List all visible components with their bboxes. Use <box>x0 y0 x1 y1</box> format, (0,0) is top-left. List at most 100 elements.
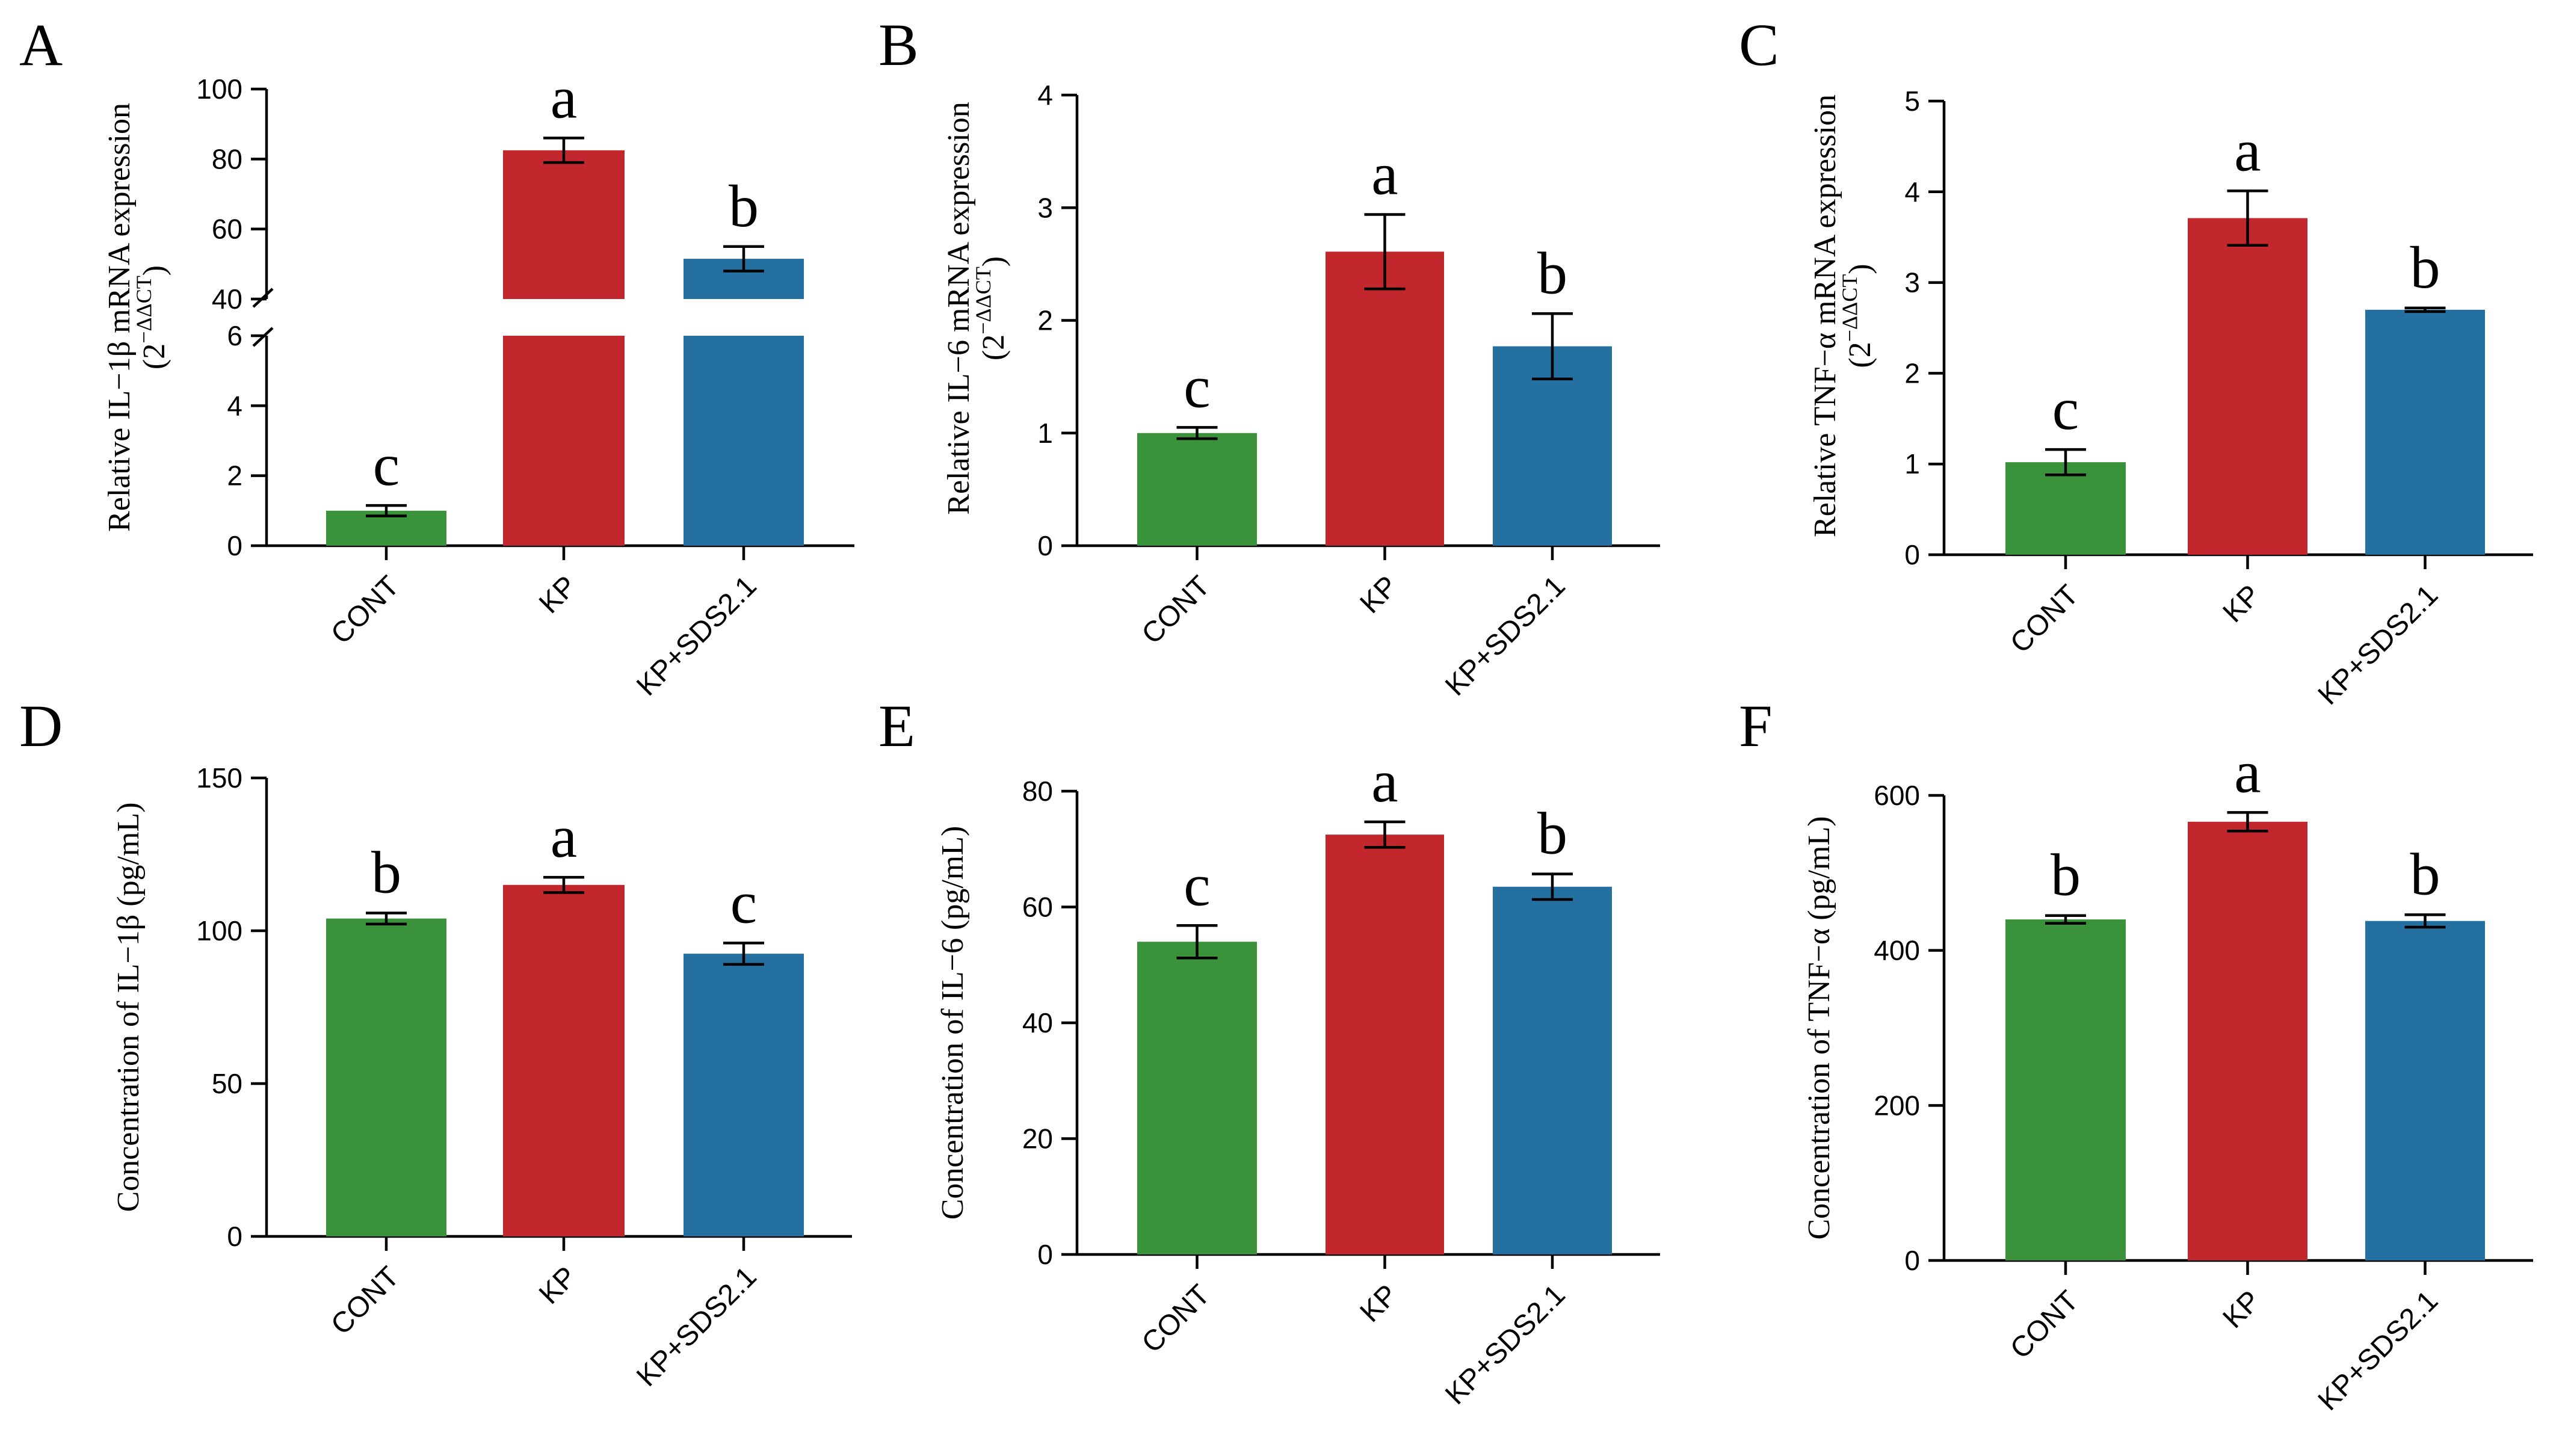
panel-e: E 0 20 40 60 80 c a b CONT KP KP+SDS2.1 Concentratio… <box>878 693 1660 1411</box>
x-tick-label: CONT <box>1136 1279 1217 1359</box>
bar <box>2365 921 2485 1260</box>
x-tick-label: KP+SDS2.1 <box>2312 579 2445 711</box>
y-tick-label: 1 <box>1904 448 1920 480</box>
panel-b: B 0 1 2 3 4 c a b CONT KP KP+SDS2.1 Relative IL−6 mR… <box>878 11 1660 702</box>
bar <box>326 918 446 1236</box>
y-tick-label: 20 <box>1022 1123 1053 1155</box>
x-tick-label: KP+SDS2.1 <box>2312 1285 2445 1417</box>
significance-letter: c <box>2052 375 2079 442</box>
x-tick-label: KP+SDS2.1 <box>631 570 763 702</box>
y-tick-label: 2 <box>1037 305 1053 336</box>
panel-d: D 0 50 100 150 b a c CONT KP KP+SDS2.1 Concentratio… <box>19 693 852 1393</box>
bar-lower <box>684 336 804 546</box>
y-tick-label: 4 <box>1904 176 1920 208</box>
significance-letter: b <box>2410 841 2440 907</box>
y-tick-label: 40 <box>1022 1007 1053 1038</box>
significance-letter: c <box>730 869 757 936</box>
x-tick-label: KP <box>1354 1279 1404 1328</box>
bar <box>2005 462 2126 555</box>
significance-letter: b <box>2051 842 2081 908</box>
bar <box>1326 834 1444 1254</box>
y-axis-label: Relative TNF−α mRNA expression <box>1808 94 1842 537</box>
y-tick-label: 0 <box>227 530 242 561</box>
y-tick-label: 0 <box>1037 530 1053 561</box>
x-tick-label: CONT <box>2004 579 2085 659</box>
x-tick-label: KP+SDS2.1 <box>1439 1279 1572 1411</box>
y-tick-label: 40 <box>212 283 242 315</box>
significance-letter: a <box>2234 738 2261 805</box>
x-tick-label: KP+SDS2.1 <box>631 1260 763 1393</box>
significance-letter: c <box>1184 851 1210 918</box>
y-tick-label: 3 <box>1904 267 1920 298</box>
significance-letter: b <box>1537 239 1567 306</box>
y-tick-label: 80 <box>212 143 242 174</box>
panel-a: A 0 2 4 6 40 60 80 100 c a b CONT KP KP+SDS2.1 Relative… <box>19 11 854 702</box>
y-axis-label: Concentration of IL−6 (pg/mL) <box>936 826 970 1220</box>
y-axis-sublabel: (2−ΔΔCT) <box>1838 264 1877 368</box>
y-axis-label: Concentration of IL−1β (pg/mL) <box>111 802 146 1212</box>
y-tick-label: 400 <box>1874 935 1920 966</box>
bar <box>1137 942 1257 1254</box>
bar-upper <box>503 150 625 299</box>
significance-letter: c <box>373 431 400 498</box>
panel-letter: D <box>19 693 63 759</box>
bar <box>503 884 625 1236</box>
significance-letter: c <box>1184 353 1210 420</box>
significance-letter: a <box>551 64 577 131</box>
panel-letter: F <box>1739 693 1773 759</box>
y-tick-label: 0 <box>1037 1239 1053 1270</box>
y-tick-label: 4 <box>1037 79 1053 111</box>
bar <box>2365 309 2485 555</box>
y-tick-label: 2 <box>227 460 242 492</box>
y-tick-label: 80 <box>1022 776 1053 807</box>
bar <box>2188 218 2307 555</box>
y-tick-label: 5 <box>1904 85 1920 117</box>
bar <box>1137 433 1257 546</box>
x-tick-label: CONT <box>325 570 406 650</box>
panel-c: C 0 1 2 3 4 5 c a b CONT KP KP+SDS2.1 Relative TNF−α … <box>1739 11 2533 711</box>
y-tick-label: 4 <box>227 390 242 421</box>
significance-letter: a <box>1371 748 1398 815</box>
significance-letter: a <box>2234 117 2261 184</box>
y-tick-label: 0 <box>1904 539 1920 570</box>
panel-letter: C <box>1739 11 1779 78</box>
bar <box>684 954 804 1236</box>
significance-letter: b <box>729 173 759 239</box>
y-tick-label: 3 <box>1037 192 1053 223</box>
y-tick-label: 2 <box>1904 357 1920 389</box>
significance-letter: b <box>371 839 401 906</box>
y-axis-sublabel: (2−ΔΔCT) <box>971 256 1011 360</box>
y-tick-label: 600 <box>1874 780 1920 811</box>
panel-letter: E <box>878 693 915 759</box>
significance-letter: a <box>551 803 577 870</box>
y-axis-sublabel: (2−ΔΔCT) <box>132 265 171 369</box>
panel-f: F 0 200 400 600 b a b CONT KP KP+SDS2.1 Concentrati… <box>1739 693 2533 1417</box>
x-tick-label: CONT <box>1136 570 1217 650</box>
y-tick-label: 150 <box>196 762 242 794</box>
y-tick-label: 100 <box>196 915 242 946</box>
significance-letter: b <box>1537 800 1567 867</box>
y-tick-label: 100 <box>196 73 242 105</box>
x-tick-label: KP <box>2217 1285 2267 1334</box>
y-tick-label: 0 <box>227 1221 242 1252</box>
y-axis-label: Relative IL−6 mRNA expression <box>942 102 976 514</box>
y-axis-label: Concentration of TNF−α (pg/mL) <box>1802 816 1836 1239</box>
panel-letter: A <box>19 11 63 78</box>
bar <box>1493 886 1612 1254</box>
y-tick-label: 6 <box>227 320 242 351</box>
y-tick-label: 60 <box>212 214 242 245</box>
y-tick-label: 1 <box>1037 418 1053 449</box>
x-tick-label: KP <box>533 570 583 620</box>
y-tick-label: 50 <box>212 1068 242 1099</box>
x-tick-label: KP <box>533 1260 583 1310</box>
x-tick-label: CONT <box>325 1260 406 1341</box>
y-tick-label: 60 <box>1022 892 1053 923</box>
x-tick-label: CONT <box>2004 1285 2085 1365</box>
significance-letter: b <box>2410 234 2440 301</box>
y-tick-label: 0 <box>1904 1245 1920 1276</box>
bar <box>2188 821 2307 1260</box>
bar <box>2005 919 2126 1260</box>
bar-lower <box>503 336 625 546</box>
y-tick-label: 200 <box>1874 1090 1920 1121</box>
